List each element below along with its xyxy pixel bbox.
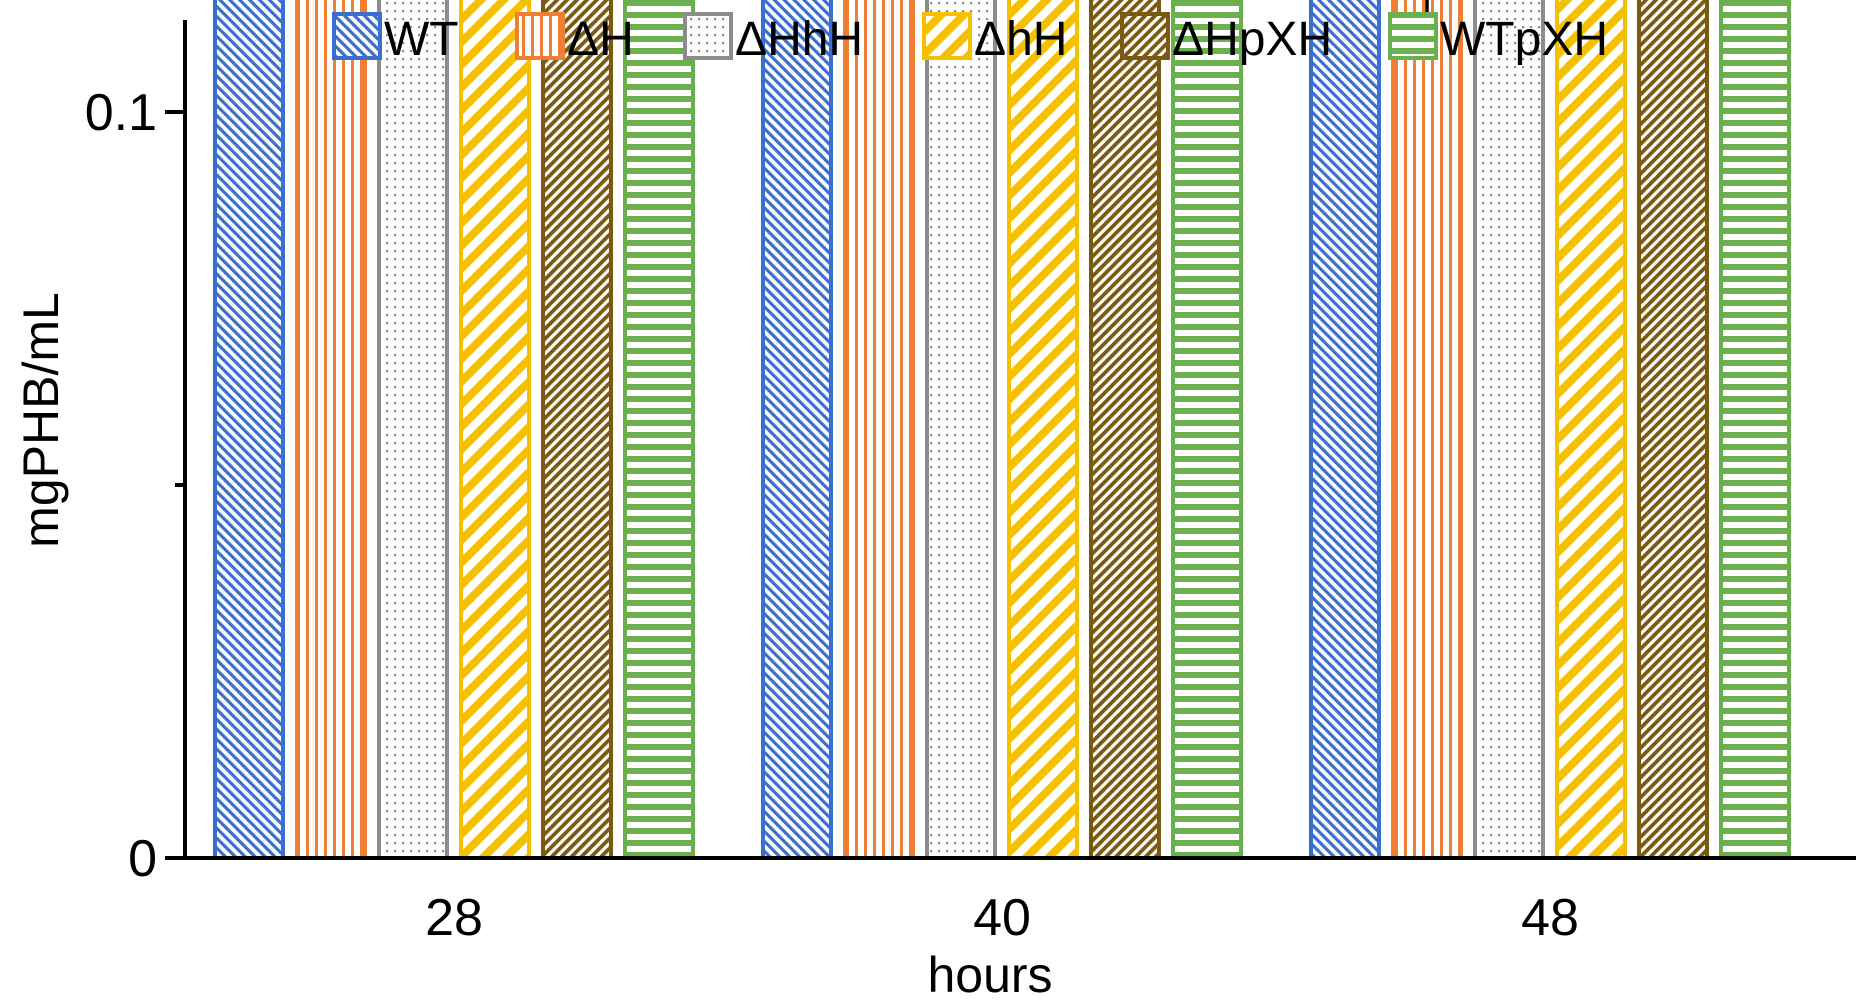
legend-label-WTpXH: WTpXH [1440,13,1608,66]
legend-label-WT: WT [384,13,459,66]
bar-48-ΔHpXH [1637,0,1709,860]
bar-48-ΔH [1391,0,1463,861]
legend-swatch-WTpXH [1388,12,1438,60]
y-axis: 00.10.20.30.4 [85,20,187,888]
x-axis-title: hours [927,947,1052,1003]
bar-28-ΔHpXH [541,0,613,860]
bar-28-ΔHhH [377,0,449,861]
legend-swatch-ΔH [515,12,565,60]
bar-40-ΔHpXH [1089,0,1161,860]
legend-label-ΔHpXH: ΔHpXH [1172,13,1332,66]
bar-40-WTpXH [1171,0,1243,860]
bar-28-ΔhH [459,0,531,860]
bar-28-WT [213,0,285,861]
bar-48-ΔhH [1555,0,1627,860]
legend-swatch-WT [332,12,382,60]
legend-label-ΔhH: ΔhH [974,13,1067,66]
bar-28-WTpXH [623,0,695,860]
legend-swatch-ΔhH [922,12,972,60]
legend-swatch-ΔHhH [683,12,733,60]
bar-48-WT [1309,0,1381,861]
bar-40-ΔH [843,0,915,860]
legend-swatch-ΔHpXH [1120,12,1170,60]
x-tick-label: 48 [1521,889,1579,947]
x-tick-label: 28 [425,889,483,947]
y-tick-label: 0.1 [85,84,157,142]
bar-28-ΔH [295,0,367,860]
bar-48-ΔHhH [1473,0,1545,860]
legend-label-ΔH: ΔH [567,13,634,66]
bar-40-ΔHhH [925,0,997,861]
legend: WT ΔH ΔHhH ΔhH ΔHpXH WTpXH [332,12,1608,66]
bar-40-WT [761,0,833,860]
x-axis: 28 40 48 [183,856,1856,947]
x-tick-label: 40 [973,889,1031,947]
y-tick-label: 0 [128,830,157,888]
bar-40-ΔhH [1007,0,1079,861]
bar-48-WTpXH [1719,0,1791,860]
legend-label-ΔHhH: ΔHhH [735,13,863,66]
bars-group [213,0,1791,861]
y-axis-title: mgPHB/mL [13,292,69,548]
